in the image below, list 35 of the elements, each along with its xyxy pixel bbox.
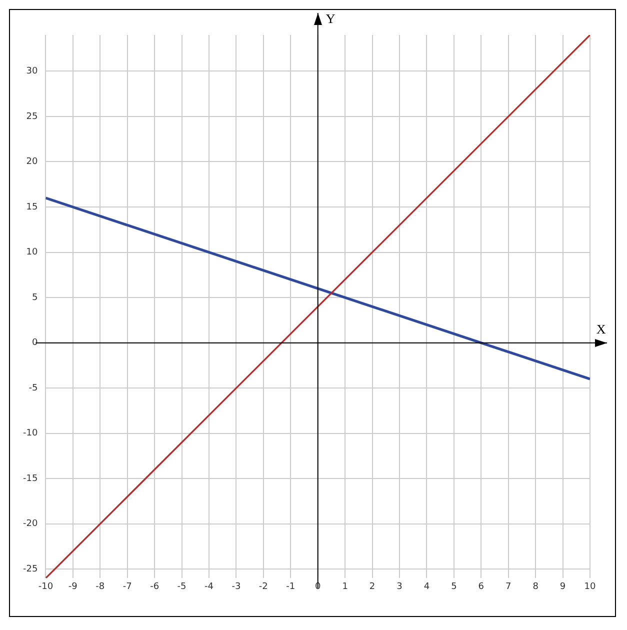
x-tick-label: 9 [560,582,566,592]
x-tick-label: -10 [38,582,54,592]
x-tick-label: -2 [258,582,268,592]
x-tick-label: 8 [532,582,539,592]
x-tick-label: 4 [424,582,430,592]
x-tick-label: 10 [584,582,596,592]
x-tick-label: -7 [122,582,132,592]
y-tick-label: 25 [26,112,38,122]
x-tick-label: 0 [314,582,321,592]
y-tick-label: -10 [22,428,38,439]
y-tick-label: -20 [22,519,38,530]
x-tick-label: -3 [232,582,241,592]
x-tick-label: -4 [204,582,214,592]
y-tick-label: 30 [26,66,38,77]
x-tick-label: 2 [369,582,376,592]
x-tick-label: -6 [150,582,160,592]
y-tick-label: -15 [22,474,38,484]
y-tick-label: -5 [28,383,38,394]
x-tick-label: 6 [478,582,484,592]
x-tick-label: -9 [68,582,78,592]
x-tick-label: -8 [96,582,105,592]
y-tick-label: 0 [32,338,38,348]
y-tick-label: -25 [22,564,38,574]
x-tick-label: 5 [451,582,457,592]
x-tick-label: 7 [505,582,512,592]
x-tick-label: 1 [342,582,348,592]
y-axis-title: Y [326,10,336,26]
y-tick-label: 10 [26,248,38,258]
y-tick-label: 5 [32,292,38,303]
x-axis-title: X [596,322,606,337]
x-tick-label: -1 [286,582,296,592]
y-tick-label: 20 [26,157,38,168]
y-tick-label: 15 [26,202,38,212]
x-tick-label: -5 [177,582,186,592]
x-tick-label: 3 [396,582,402,592]
